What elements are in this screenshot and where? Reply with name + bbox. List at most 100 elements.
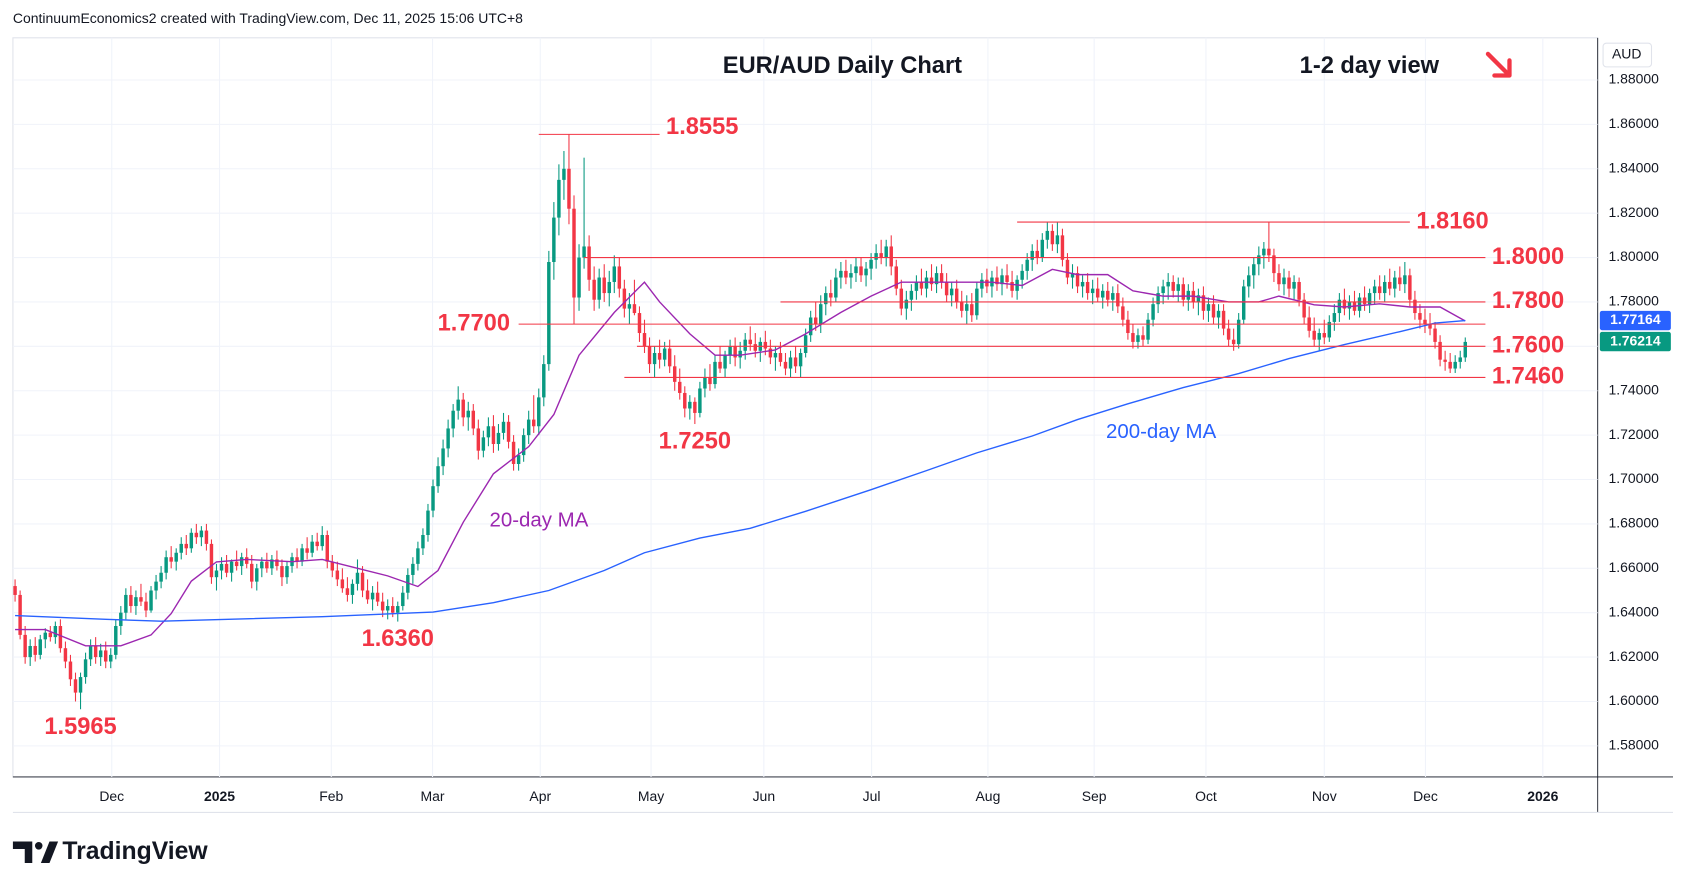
- candle-body: [763, 341, 768, 349]
- y-tick-label: 1.60000: [1608, 692, 1659, 708]
- candle-body: [718, 361, 722, 369]
- candle-body: [320, 535, 324, 547]
- candle-body: [1377, 286, 1382, 294]
- candle-body: [970, 304, 974, 316]
- candle-body: [1297, 281, 1301, 300]
- candle-body: [385, 606, 390, 611]
- candle-body: [652, 353, 657, 365]
- candle-body: [884, 246, 888, 258]
- candle-body: [446, 428, 450, 449]
- candle-body: [1166, 281, 1170, 287]
- low-label: 1.7250: [659, 429, 731, 455]
- candle-body: [280, 566, 284, 578]
- candle-body: [657, 353, 662, 360]
- candle-body: [1438, 341, 1442, 360]
- candle-body: [864, 268, 868, 276]
- candle-body: [1372, 286, 1377, 294]
- candle-body: [1398, 277, 1402, 285]
- candle-body: [980, 279, 984, 289]
- candle-body: [134, 597, 138, 607]
- candle-body: [139, 597, 143, 602]
- candle-body: [83, 659, 88, 678]
- level-label: 1.7460: [1492, 364, 1564, 390]
- candle-body: [1106, 290, 1110, 300]
- candle-body: [698, 388, 702, 413]
- candle-body: [1010, 281, 1014, 291]
- candle-body: [370, 592, 375, 600]
- x-tick-label: Dec: [1413, 788, 1438, 804]
- candle-body: [1382, 281, 1387, 294]
- candle-body: [829, 293, 833, 298]
- candle-body: [547, 261, 551, 365]
- candle-body: [506, 421, 511, 442]
- candle-body: [622, 288, 627, 309]
- candle-body: [73, 679, 78, 693]
- candle-body: [602, 277, 606, 294]
- candle-body: [526, 419, 531, 436]
- candle-body: [1141, 335, 1145, 340]
- candle-body: [572, 208, 576, 298]
- candle-body: [23, 634, 27, 658]
- candle-body: [733, 346, 737, 358]
- candle-body: [788, 357, 793, 369]
- candle-body: [164, 557, 168, 573]
- candle-body: [1347, 301, 1352, 309]
- candle-body: [456, 399, 460, 411]
- low-label: 1.6360: [362, 626, 434, 652]
- candle-body: [68, 661, 73, 680]
- candle-body: [683, 392, 687, 409]
- candle-body: [662, 348, 667, 360]
- candle-body: [431, 486, 435, 511]
- marks: [13, 133, 1486, 710]
- y-tick-label: 1.84000: [1608, 159, 1659, 175]
- candle-body: [889, 246, 893, 267]
- candle-body: [78, 677, 83, 693]
- price-tag-label: 1.77164: [1610, 311, 1661, 327]
- candle-body: [1418, 313, 1422, 320]
- x-tick-label: Jul: [863, 788, 881, 804]
- candle-body: [582, 246, 586, 258]
- candle-body: [1367, 293, 1372, 305]
- direction-arrow: [1485, 51, 1512, 78]
- candle-body: [637, 313, 642, 334]
- candle-body: [88, 645, 93, 660]
- candle-body: [753, 344, 758, 351]
- candle-body: [587, 246, 591, 280]
- candle-body: [310, 541, 314, 553]
- candle-body: [189, 532, 194, 549]
- candle-body: [537, 397, 541, 427]
- candle-body: [1282, 277, 1286, 285]
- level-label: 1.7600: [1492, 333, 1564, 359]
- candle-body: [1121, 306, 1125, 320]
- brand-name: TradingView: [62, 838, 208, 865]
- y-tick-label: 1.86000: [1608, 115, 1659, 131]
- candle-body: [1292, 281, 1296, 289]
- candle-body: [1101, 290, 1105, 298]
- candle-body: [93, 645, 98, 658]
- candle-body: [325, 535, 329, 562]
- candle-body: [703, 377, 707, 389]
- candle-body: [1453, 361, 1457, 369]
- candle-body: [612, 266, 617, 282]
- candle-body: [154, 581, 158, 591]
- candle-body: [1181, 284, 1186, 300]
- candle-body: [451, 410, 455, 429]
- candle-body: [859, 266, 863, 276]
- candle-body: [305, 548, 309, 553]
- candle-body: [109, 654, 113, 662]
- candle-body: [552, 217, 556, 262]
- candle-body: [1161, 286, 1165, 294]
- candle-body: [401, 592, 405, 607]
- y-tick-label: 1.58000: [1608, 737, 1659, 753]
- candle-body: [466, 410, 470, 418]
- y-tick-label: 1.74000: [1608, 381, 1659, 397]
- moving-average-line: [15, 319, 1466, 622]
- low-label: 1.5965: [44, 714, 116, 740]
- candle-body: [1403, 275, 1407, 285]
- candle-body: [144, 601, 148, 611]
- candle-body: [743, 339, 747, 351]
- candle-body: [944, 281, 949, 296]
- candle-body: [793, 357, 798, 367]
- candle-body: [461, 399, 465, 418]
- candle-body: [577, 257, 581, 298]
